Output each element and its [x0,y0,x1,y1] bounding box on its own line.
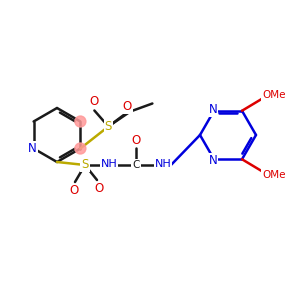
Circle shape [75,143,86,154]
Text: NH: NH [100,159,117,169]
Text: NH: NH [154,159,171,169]
Text: O: O [131,134,141,146]
Text: O: O [94,182,103,196]
Text: O: O [90,95,99,108]
Text: N: N [208,154,217,167]
Text: S: S [81,158,89,172]
Text: N: N [28,142,37,155]
Text: N: N [208,103,217,116]
Text: S: S [105,120,112,133]
Text: C: C [132,160,140,170]
Text: O: O [69,184,79,197]
Circle shape [75,116,86,127]
Text: OMe: OMe [262,170,286,180]
Text: O: O [123,100,132,113]
Text: OMe: OMe [262,90,286,100]
